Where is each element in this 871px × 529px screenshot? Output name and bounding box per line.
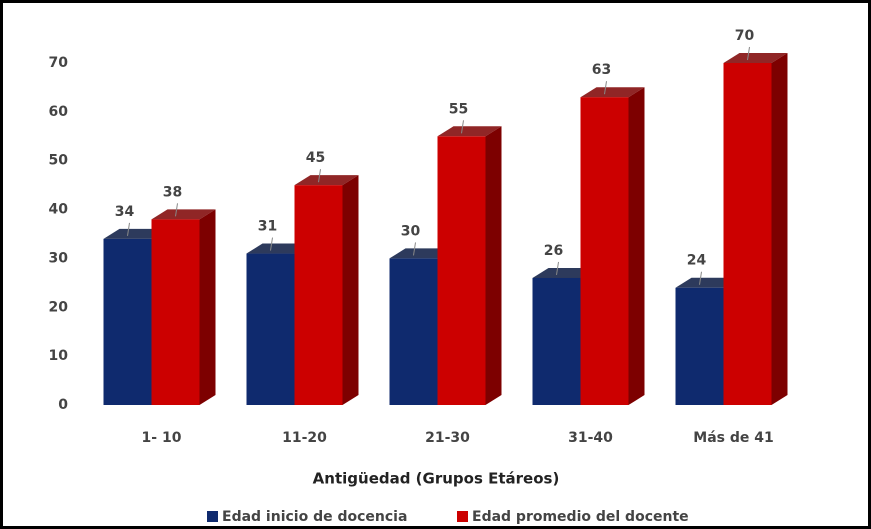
- bar-top: [437, 126, 502, 137]
- value-label: 63: [592, 62, 611, 78]
- label-leader: [747, 46, 750, 61]
- y-tick-label: 70: [49, 55, 69, 71]
- bar-top: [151, 209, 216, 220]
- label-leader: [604, 81, 607, 95]
- value-label: 24: [687, 253, 707, 269]
- label-leader: [127, 222, 130, 236]
- y-tick-label: 50: [49, 153, 69, 169]
- value-label: 26: [544, 243, 563, 259]
- label-leader: [556, 261, 559, 276]
- bar: [675, 287, 724, 405]
- x-tick-label: 21-30: [425, 430, 470, 446]
- label-leader: [175, 203, 178, 217]
- y-tick-label: 60: [49, 104, 69, 120]
- bar-side: [199, 209, 216, 405]
- bar: [103, 238, 152, 405]
- bar: [246, 253, 295, 405]
- bar: [532, 277, 581, 405]
- y-tick-label: 40: [49, 202, 69, 218]
- x-tick-label: 31-40: [568, 430, 613, 446]
- label-leader: [461, 120, 464, 134]
- x-axis-title: Antigüedad (Grupos Etáreos): [313, 470, 560, 488]
- value-label: 31: [258, 219, 277, 235]
- value-label: 34: [115, 204, 135, 220]
- x-tick-label: 1- 10: [142, 430, 182, 446]
- bar: [580, 97, 629, 405]
- label-leader: [413, 242, 416, 256]
- value-label: 38: [163, 184, 182, 200]
- x-tick-label: 11-20: [282, 430, 327, 446]
- bar: [723, 63, 772, 405]
- x-tick-label: Más de 41: [693, 430, 773, 446]
- label-leader: [270, 237, 273, 251]
- y-tick-label: 20: [49, 299, 69, 315]
- bar-top: [580, 87, 645, 98]
- bar-side: [628, 87, 645, 405]
- bar: [389, 258, 438, 405]
- bar-side: [485, 126, 502, 406]
- value-label: 45: [306, 150, 325, 166]
- bar-top: [294, 175, 359, 186]
- value-label: 30: [401, 223, 421, 239]
- bar-side: [342, 175, 359, 405]
- legend-label: Edad inicio de docencia: [222, 509, 407, 525]
- legend-swatch: [207, 511, 218, 522]
- bar: [294, 185, 343, 405]
- bar-side: [771, 53, 788, 405]
- y-tick-label: 0: [58, 397, 68, 413]
- bar-top: [723, 53, 788, 63]
- y-tick-label: 10: [49, 348, 69, 364]
- bar: [437, 136, 486, 406]
- label-leader: [318, 169, 321, 183]
- value-label: 55: [449, 101, 468, 117]
- y-tick-label: 30: [49, 250, 69, 266]
- value-label: 70: [735, 28, 755, 44]
- bar: [151, 219, 200, 405]
- label-leader: [699, 271, 702, 285]
- legend-label: Edad promedio del docente: [472, 509, 689, 525]
- legend-swatch: [457, 511, 468, 522]
